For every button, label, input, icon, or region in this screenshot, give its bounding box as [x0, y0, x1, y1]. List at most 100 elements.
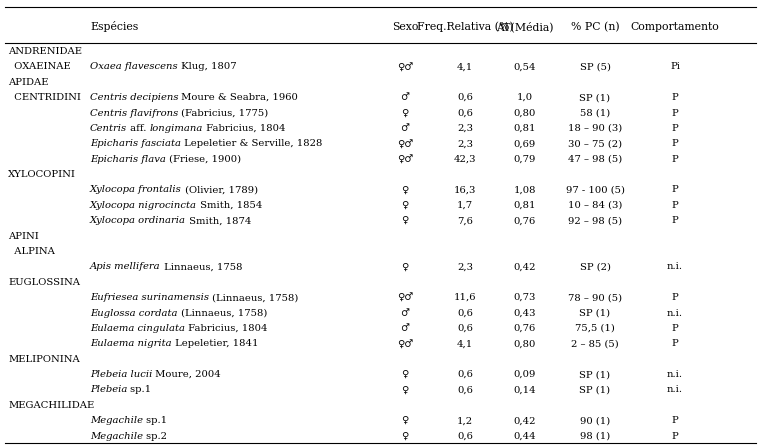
Text: 7,6: 7,6 — [457, 216, 473, 225]
Text: Moure, 2004: Moure, 2004 — [152, 370, 221, 379]
Text: 18 – 90 (3): 18 – 90 (3) — [568, 124, 622, 133]
Text: 1,0: 1,0 — [517, 93, 533, 102]
Text: 0,42: 0,42 — [514, 262, 537, 271]
Text: P: P — [672, 109, 678, 118]
Text: sp.2: sp.2 — [143, 431, 167, 441]
Text: P: P — [672, 155, 678, 164]
Text: longimana: longimana — [150, 124, 203, 133]
Text: P: P — [672, 416, 678, 425]
Text: 0,81: 0,81 — [514, 201, 537, 210]
Text: sp.1: sp.1 — [143, 416, 167, 425]
Text: 2 – 85 (5): 2 – 85 (5) — [571, 339, 619, 348]
Text: 78 – 90 (5): 78 – 90 (5) — [568, 293, 622, 302]
Text: 0,09: 0,09 — [514, 370, 537, 379]
Text: 0,80: 0,80 — [514, 339, 537, 348]
Text: 11,6: 11,6 — [454, 293, 476, 302]
Text: Oxaea flavescens: Oxaea flavescens — [90, 62, 177, 72]
Text: 1,08: 1,08 — [514, 186, 537, 194]
Text: 1,2: 1,2 — [457, 416, 473, 425]
Text: Plebeia: Plebeia — [90, 385, 127, 394]
Text: (Linnaeus, 1758): (Linnaeus, 1758) — [209, 293, 298, 302]
Text: 0,43: 0,43 — [514, 308, 537, 317]
Text: Euglossa cordata: Euglossa cordata — [90, 308, 177, 317]
Text: 0,81: 0,81 — [514, 124, 537, 133]
Text: 4,1: 4,1 — [457, 62, 473, 72]
Text: 0,69: 0,69 — [514, 139, 537, 148]
Text: ♀♂: ♀♂ — [397, 339, 413, 348]
Text: Freq.Relativa (%): Freq.Relativa (%) — [417, 22, 514, 32]
Text: Klug, 1807: Klug, 1807 — [177, 62, 236, 72]
Text: ♀: ♀ — [401, 370, 409, 379]
Text: 4,1: 4,1 — [457, 339, 473, 348]
Text: (Friese, 1900): (Friese, 1900) — [166, 155, 241, 164]
Text: 92 – 98 (5): 92 – 98 (5) — [568, 216, 622, 225]
Text: Megachile: Megachile — [90, 416, 143, 425]
Text: ♀♂: ♀♂ — [397, 139, 413, 148]
Text: 0,14: 0,14 — [514, 385, 537, 394]
Text: 0,73: 0,73 — [514, 293, 537, 302]
Text: 0,6: 0,6 — [457, 385, 473, 394]
Text: 16,3: 16,3 — [454, 186, 476, 194]
Text: 75,5 (1): 75,5 (1) — [575, 324, 615, 333]
Text: Sexo: Sexo — [392, 22, 419, 32]
Text: 97 - 100 (5): 97 - 100 (5) — [565, 186, 625, 194]
Text: (Linnaeus, 1758): (Linnaeus, 1758) — [177, 308, 267, 317]
Text: 2,3: 2,3 — [457, 139, 473, 148]
Text: ♂: ♂ — [400, 308, 409, 317]
Text: 0,6: 0,6 — [457, 324, 473, 333]
Text: (Fabricius, 1775): (Fabricius, 1775) — [178, 109, 269, 118]
Text: Lepeletier & Serville, 1828: Lepeletier & Serville, 1828 — [181, 139, 323, 148]
Text: Eulaema nigrita: Eulaema nigrita — [90, 339, 172, 348]
Text: ♀: ♀ — [401, 216, 409, 225]
Text: Centris: Centris — [90, 124, 127, 133]
Text: P: P — [672, 186, 678, 194]
Text: 42,3: 42,3 — [454, 155, 476, 164]
Text: EUGLOSSINA: EUGLOSSINA — [8, 278, 80, 287]
Text: ♀: ♀ — [401, 186, 409, 194]
Text: 47 – 98 (5): 47 – 98 (5) — [568, 155, 622, 164]
Text: Eufriesea surinamensis: Eufriesea surinamensis — [90, 293, 209, 302]
Text: 2,3: 2,3 — [457, 124, 473, 133]
Text: P: P — [672, 431, 678, 441]
Text: ♂: ♂ — [400, 124, 409, 133]
Text: P: P — [672, 293, 678, 302]
Text: P: P — [672, 139, 678, 148]
Text: ♀♂: ♀♂ — [397, 62, 413, 72]
Text: ♀: ♀ — [401, 416, 409, 425]
Text: Comportamento: Comportamento — [631, 22, 719, 32]
Text: n.i.: n.i. — [667, 308, 683, 317]
Text: P: P — [672, 216, 678, 225]
Text: Smith, 1874: Smith, 1874 — [186, 216, 251, 225]
Text: 2,3: 2,3 — [457, 262, 473, 271]
Text: n.i.: n.i. — [667, 385, 683, 394]
Text: P: P — [672, 324, 678, 333]
Text: ♀: ♀ — [401, 201, 409, 210]
Text: 0,6: 0,6 — [457, 431, 473, 441]
Text: Fabricius, 1804: Fabricius, 1804 — [203, 124, 285, 133]
Text: SP (1): SP (1) — [579, 308, 610, 317]
Text: Lepeletier, 1841: Lepeletier, 1841 — [172, 339, 258, 348]
Text: Fabricius, 1804: Fabricius, 1804 — [185, 324, 268, 333]
Text: 0,54: 0,54 — [514, 62, 537, 72]
Text: AT(Média): AT(Média) — [496, 21, 554, 32]
Text: 0,76: 0,76 — [514, 324, 537, 333]
Text: 0,6: 0,6 — [457, 308, 473, 317]
Text: OXAEINAE: OXAEINAE — [8, 62, 71, 72]
Text: ♀: ♀ — [401, 109, 409, 118]
Text: Moure & Seabra, 1960: Moure & Seabra, 1960 — [179, 93, 298, 102]
Text: 0,80: 0,80 — [514, 109, 537, 118]
Text: Pi: Pi — [670, 62, 680, 72]
Text: aff.: aff. — [127, 124, 150, 133]
Text: XYLOCOPINI: XYLOCOPINI — [8, 170, 76, 179]
Text: 30 – 75 (2): 30 – 75 (2) — [568, 139, 622, 148]
Text: ALPINA: ALPINA — [8, 247, 55, 256]
Text: P: P — [672, 93, 678, 102]
Text: ♀: ♀ — [401, 431, 409, 441]
Text: (Olivier, 1789): (Olivier, 1789) — [182, 186, 258, 194]
Text: Xylocopa nigrocincta: Xylocopa nigrocincta — [90, 201, 197, 210]
Text: ANDRENIDAE: ANDRENIDAE — [8, 47, 82, 56]
Text: SP (2): SP (2) — [579, 262, 610, 271]
Text: Xylocopa ordinaria: Xylocopa ordinaria — [90, 216, 186, 225]
Text: % PC (n): % PC (n) — [571, 22, 619, 32]
Text: 1,7: 1,7 — [457, 201, 473, 210]
